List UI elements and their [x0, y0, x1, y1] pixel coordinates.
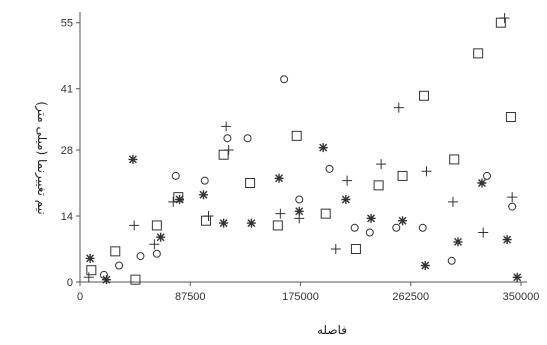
plus-point	[393, 102, 404, 113]
x-tick-label: 175000	[282, 291, 319, 303]
circle-point	[280, 75, 289, 84]
y-tick-labels: 0 14 28 41 55	[61, 18, 73, 289]
asterisk-point	[219, 218, 229, 228]
square-point	[505, 112, 516, 122]
x-axis-title: فاصله	[317, 323, 347, 337]
asterisk-point	[85, 253, 95, 263]
x-tick-label: 262500	[392, 291, 429, 303]
plus-point	[330, 244, 341, 254]
asterisk-point	[101, 275, 111, 285]
asterisk-point	[198, 190, 208, 200]
plus-point	[149, 239, 160, 250]
circle-point	[152, 249, 161, 258]
square-point	[272, 220, 283, 231]
square-point	[86, 265, 97, 276]
square-point	[418, 90, 429, 101]
plus-point	[129, 220, 140, 231]
asterisk-point	[512, 272, 522, 282]
asterisk-point	[274, 173, 284, 183]
plus-point	[221, 121, 232, 132]
square-point	[350, 244, 361, 254]
y-axis-title: نیم تغییرنما (میلی متر)	[34, 101, 49, 214]
plus-point	[203, 211, 214, 221]
asterisk-point	[502, 235, 512, 245]
asterisk-point	[156, 232, 166, 242]
square-point	[373, 180, 384, 191]
x-tick-label: 87500	[175, 291, 206, 303]
plus-point	[478, 227, 489, 238]
x-tick-labels: 0 87500 175000 262500 350000	[77, 291, 539, 303]
plus-point	[507, 192, 518, 203]
circle-point	[350, 223, 359, 232]
circle-point	[171, 171, 180, 180]
x-tick-label: 0	[77, 291, 83, 303]
circle-point	[115, 261, 124, 270]
circle-point	[136, 252, 145, 261]
asterisk-point	[175, 195, 185, 204]
square-point	[495, 17, 506, 28]
square-point	[320, 208, 331, 219]
circle-point	[482, 171, 491, 180]
circle-point	[392, 223, 401, 232]
asterisk-point	[453, 237, 463, 247]
square-point	[473, 48, 484, 59]
square-point	[130, 274, 141, 285]
plus-point	[342, 175, 353, 186]
asterisk-point	[398, 216, 408, 226]
y-tick-label: 28	[61, 145, 73, 157]
y-tick-label: 0	[67, 277, 73, 289]
square-point	[218, 149, 229, 160]
circle-point	[223, 134, 232, 143]
y-tick-label: 55	[61, 18, 73, 30]
square-point	[151, 220, 162, 231]
circle-point	[508, 202, 517, 211]
circle-point	[418, 223, 427, 232]
plus-point	[275, 208, 286, 219]
asterisk-point	[341, 195, 351, 204]
plus-point	[223, 145, 234, 155]
circle-point	[365, 228, 374, 237]
data-points	[83, 13, 522, 285]
circle-point	[325, 164, 334, 173]
y-tick-label: 41	[61, 84, 73, 96]
asterisk-point	[318, 143, 328, 153]
asterisk-point	[366, 213, 376, 223]
plus-point	[83, 272, 94, 283]
x-tick-label: 350000	[503, 291, 540, 303]
y-tick-label: 14	[61, 211, 73, 223]
plus-point	[499, 13, 510, 23]
plus-point	[421, 166, 432, 177]
circle-point	[295, 195, 304, 204]
square-point	[291, 130, 302, 141]
plus-point	[376, 159, 387, 170]
asterisk-point	[246, 218, 256, 228]
square-point	[110, 246, 121, 257]
plus-point	[447, 196, 458, 207]
square-point	[397, 170, 408, 181]
square-point	[201, 215, 211, 226]
asterisk-point	[420, 261, 430, 270]
square-point	[449, 154, 460, 165]
asterisk-point	[128, 154, 138, 164]
circle-point	[200, 176, 209, 185]
circle-point	[243, 134, 252, 143]
square-point	[245, 178, 256, 188]
axes	[76, 12, 527, 286]
asterisk-point	[294, 206, 304, 216]
circle-point	[447, 256, 456, 265]
circle-point	[99, 270, 108, 279]
asterisk-point	[477, 178, 487, 188]
